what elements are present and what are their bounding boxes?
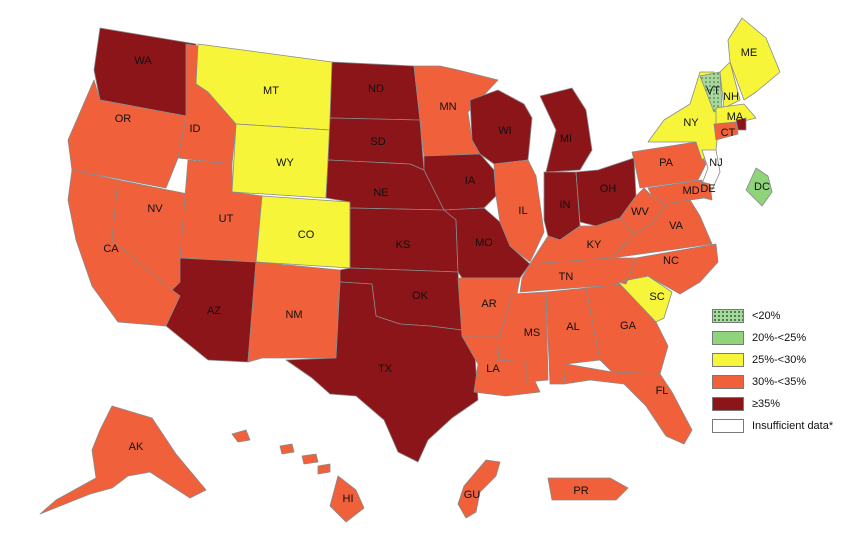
territory-GU[interactable] (457, 459, 501, 519)
label-IL: IL (518, 205, 527, 217)
label-WA: WA (134, 55, 152, 67)
label-AR: AR (481, 298, 496, 310)
label-PA: PA (659, 157, 674, 169)
hawaii-island-small-1[interactable] (231, 429, 251, 443)
label-LA: LA (486, 363, 500, 375)
label-CA: CA (103, 243, 119, 255)
label-NV: NV (147, 203, 163, 215)
state-FL[interactable] (563, 363, 693, 445)
label-SD: SD (370, 136, 385, 148)
legend-item: Insufficient data* (712, 418, 847, 433)
hawaii-island-small-4[interactable] (317, 463, 331, 475)
label-MN: MN (439, 101, 456, 113)
state-MI[interactable] (539, 87, 593, 173)
state-TX[interactable] (285, 281, 479, 463)
label-GA: GA (620, 320, 637, 332)
state-DC[interactable] (745, 167, 773, 207)
legend-item: 20%-<25% (712, 330, 847, 345)
label-MT: MT (263, 85, 279, 97)
legend-item: 25%-<30% (712, 352, 847, 367)
label-VA: VA (669, 220, 684, 232)
legend-swatch (712, 374, 744, 389)
label-VT: VT (706, 85, 720, 97)
label-AL: AL (566, 321, 579, 333)
territory-PR[interactable] (547, 477, 629, 501)
label-FL: FL (656, 385, 669, 397)
label-NH: NH (723, 91, 739, 103)
legend-label: ≥35% (752, 397, 781, 410)
state-NC[interactable] (617, 243, 719, 295)
label-MA: MA (727, 111, 744, 123)
label-SC: SC (649, 291, 664, 303)
state-AK[interactable] (39, 405, 207, 515)
state-IL[interactable] (493, 159, 545, 263)
legend-item: <20% (712, 308, 847, 323)
legend-label: Insufficient data* (752, 419, 834, 432)
state-MN[interactable] (413, 65, 499, 157)
label-AK: AK (129, 441, 144, 453)
legend-item: 30%-<35% (712, 374, 847, 389)
label-GU: GU (464, 489, 481, 501)
state-NH[interactable] (719, 61, 741, 109)
legend-swatch (712, 418, 744, 433)
label-WI: WI (498, 125, 511, 137)
label-KS: KS (396, 239, 411, 251)
label-MS: MS (524, 327, 541, 339)
label-UT: UT (219, 213, 234, 225)
legend-label: 20%-<25% (752, 331, 807, 344)
label-MO: MO (475, 237, 493, 249)
state-IA[interactable] (423, 153, 497, 211)
state-labels: WA OR CA NV ID MT WY UT CO AZ NM ND SD N… (103, 47, 770, 505)
label-NY: NY (683, 117, 699, 129)
label-IN: IN (560, 199, 571, 211)
label-ME: ME (741, 47, 758, 59)
state-ME[interactable] (727, 17, 781, 101)
label-IA: IA (465, 175, 476, 187)
label-MI: MI (560, 133, 572, 145)
legend-swatch (712, 330, 744, 345)
label-CT: CT (721, 127, 736, 139)
legend-swatch (712, 308, 744, 323)
label-AZ: AZ (207, 305, 221, 317)
state-HI-group (231, 429, 365, 523)
label-OH: OH (600, 183, 617, 195)
hawaii-island-small-3[interactable] (301, 453, 319, 465)
label-DE: DE (700, 183, 715, 195)
label-ID: ID (190, 123, 201, 135)
label-TX: TX (378, 363, 393, 375)
state-NM[interactable] (247, 261, 341, 363)
label-NJ: NJ (709, 157, 722, 169)
label-NM: NM (285, 309, 302, 321)
label-NC: NC (663, 255, 679, 267)
label-NE: NE (373, 187, 388, 199)
label-MD: MD (682, 185, 699, 197)
state-MO[interactable] (443, 207, 531, 279)
state-MD[interactable] (647, 179, 705, 205)
legend-label: 30%-<35% (752, 375, 807, 388)
label-DC: DC (754, 181, 770, 193)
legend-label: 25%-<30% (752, 353, 807, 366)
label-HI: HI (343, 493, 354, 505)
state-OR[interactable] (67, 79, 187, 189)
legend-label: <20% (752, 309, 781, 322)
label-CO: CO (298, 229, 315, 241)
label-OK: OK (412, 290, 429, 302)
label-OR: OR (115, 113, 132, 125)
label-WV: WV (631, 206, 649, 218)
map-legend: <20% 20%-<25% 25%-<30% 30%-<35% ≥35% Ins… (712, 308, 847, 440)
legend-swatch (712, 396, 744, 411)
label-TN: TN (559, 271, 574, 283)
state-HI[interactable] (329, 475, 365, 523)
state-NJ[interactable] (701, 149, 721, 191)
legend-swatch (712, 352, 744, 367)
legend-item: ≥35% (712, 396, 847, 411)
label-ND: ND (368, 83, 384, 95)
label-PR: PR (573, 485, 588, 497)
hawaii-island-small-2[interactable] (279, 443, 295, 455)
label-WY: WY (276, 157, 294, 169)
state-RI[interactable] (735, 117, 747, 131)
state-CT[interactable] (713, 121, 739, 141)
label-KY: KY (587, 239, 602, 251)
